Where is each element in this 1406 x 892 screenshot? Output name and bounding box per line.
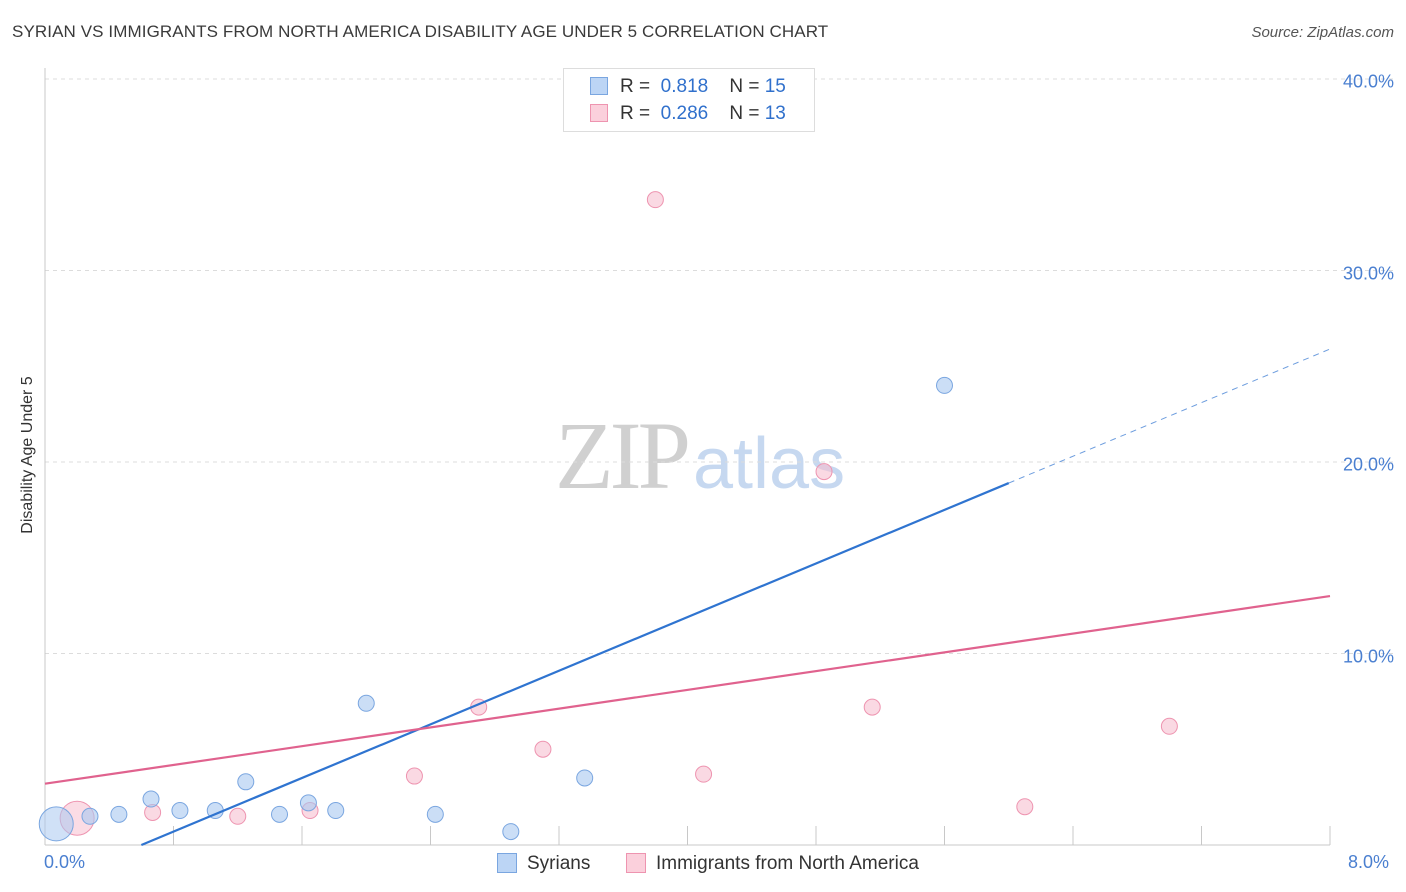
- bottom-legend-label-immigrants: Immigrants from North America: [656, 853, 919, 874]
- legend-r-value: 0.286: [660, 103, 709, 124]
- point-syrians-0: [38, 806, 74, 842]
- legend-row-immigrants: R = 0.286 N = 13: [590, 103, 786, 125]
- bottom-legend-syrians: Syrians: [497, 853, 590, 875]
- trendline-syrians: [140, 482, 1010, 847]
- legend-r-label: R =: [620, 103, 651, 124]
- legend-n-value: 15: [764, 76, 786, 97]
- point-syrians-11: [426, 805, 444, 823]
- watermark-atlas: atlas: [693, 424, 846, 504]
- point-syrians-12: [502, 823, 520, 841]
- point-syrians-4: [171, 802, 189, 820]
- bottom-legend-label-syrians: Syrians: [527, 853, 591, 874]
- point-syrians-8: [299, 794, 317, 812]
- point-syrians-7: [271, 805, 289, 823]
- trendline-syrians-extension: [1008, 348, 1331, 484]
- y-tick-label-1: 20.0%: [1342, 454, 1394, 475]
- point-immigrants-11: [1016, 798, 1034, 816]
- legend-n-value: 13: [764, 103, 786, 124]
- bottom-legend-swatch-syrians: [497, 853, 517, 873]
- watermark: ZIPatlas: [555, 400, 845, 511]
- point-immigrants-6: [534, 740, 552, 758]
- legend-swatch-syrians: [590, 77, 608, 95]
- legend-box: R = 0.818 N = 15 R = 0.286 N = 13: [563, 68, 815, 132]
- y-tick-label-0: 10.0%: [1342, 646, 1394, 666]
- legend-n-label: N =: [729, 76, 760, 97]
- bottom-legend-swatch-immigrants: [626, 853, 646, 873]
- point-immigrants-4: [405, 767, 423, 785]
- watermark-zip: ZIP: [555, 402, 691, 509]
- point-immigrants-9: [815, 463, 833, 481]
- x-tick-label-max: 8.0%: [1348, 852, 1390, 872]
- point-immigrants-12: [1160, 717, 1178, 735]
- point-syrians-3: [142, 790, 160, 808]
- legend-n-label: N =: [729, 103, 760, 124]
- point-syrians-6: [237, 773, 255, 791]
- point-syrians-14: [936, 376, 953, 394]
- point-immigrants-10: [863, 698, 881, 716]
- point-syrians-2: [110, 805, 128, 823]
- bottom-legend-immigrants: Immigrants from North America: [626, 853, 919, 875]
- point-immigrants-2: [229, 807, 247, 825]
- point-syrians-10: [357, 694, 375, 712]
- legend-r-value: 0.818: [660, 76, 709, 97]
- legend-row-syrians: R = 0.818 N = 15: [590, 76, 786, 98]
- legend-swatch-immigrants: [590, 104, 608, 122]
- point-immigrants-8: [695, 765, 713, 783]
- point-syrians-1: [81, 807, 99, 825]
- trendline-immigrants: [44, 594, 1331, 785]
- chart-title: SYRIAN VS IMMIGRANTS FROM NORTH AMERICA …: [12, 22, 829, 41]
- x-tick-label-min: 0.0%: [44, 852, 86, 872]
- point-syrians-9: [327, 802, 345, 820]
- legend-r-label: R =: [620, 76, 651, 97]
- point-immigrants-7: [646, 191, 664, 209]
- y-tick-label-2: 30.0%: [1342, 263, 1394, 283]
- source-label: Source: ZipAtlas.com: [1251, 24, 1394, 41]
- y-tick-label-3: 40.0%: [1342, 71, 1394, 92]
- point-syrians-13: [576, 769, 594, 787]
